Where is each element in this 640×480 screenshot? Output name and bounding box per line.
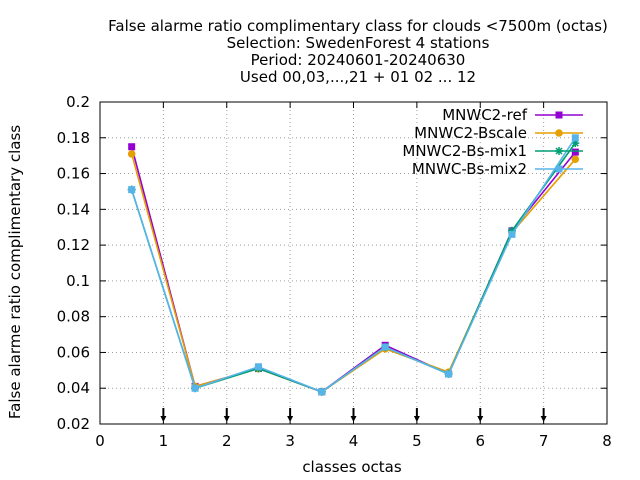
x-tick-label: 5 — [412, 432, 422, 450]
data-point — [445, 370, 453, 378]
grid — [100, 102, 607, 424]
x-tick-label: 1 — [159, 432, 169, 450]
data-point — [254, 363, 262, 371]
legend-item: MNWC-Bs-mix2 — [412, 160, 583, 178]
x-tick-label: 6 — [475, 432, 485, 450]
legend-label: MNWC2-Bs-mix1 — [402, 142, 527, 160]
data-point — [571, 155, 580, 164]
data-point — [318, 388, 326, 396]
legend-label: MNWC2-Bscale — [414, 124, 527, 142]
x-tick-label: 8 — [602, 432, 612, 450]
legend-item: MNWC2-Bs-mix1 — [402, 142, 583, 160]
y-tick-label: 0.1 — [66, 272, 90, 290]
legend: MNWC2-refMNWC2-BscaleMNWC2-Bs-mix1MNWC-B… — [402, 106, 583, 178]
legend-swatch-marker — [555, 129, 563, 137]
data-point — [571, 134, 579, 142]
x-tick-label: 7 — [539, 432, 549, 450]
y-tick-label: 0.16 — [57, 165, 90, 183]
data-point — [571, 139, 580, 148]
y-tick-label: 0.02 — [57, 415, 90, 433]
series-line — [130, 153, 576, 393]
y-tick-label: 0.2 — [66, 93, 90, 111]
x-tick-label: 4 — [349, 432, 359, 450]
y-tick-label: 0.06 — [57, 343, 90, 361]
chart-title: False alarme ratio complimentary class f… — [108, 17, 608, 86]
axis-ticks: 0.02 0.04 0.06 0.08 0.1 0.12 0.14 0.16 0.18 0.2 0 1… — [57, 93, 612, 450]
series-line — [130, 137, 576, 393]
data-point — [128, 186, 136, 194]
title-line-1: False alarme ratio complimentary class f… — [108, 17, 608, 35]
data-point — [191, 384, 199, 392]
legend-item: MNWC2-Bscale — [414, 124, 583, 142]
data-point — [128, 143, 136, 151]
y-tick-label: 0.04 — [57, 379, 90, 397]
data-point — [127, 150, 136, 158]
title-line-2: Selection: SwedenForest 4 stations — [227, 34, 490, 52]
legend-swatch-marker — [555, 111, 563, 119]
plot-series — [127, 134, 580, 396]
title-line-4: Used 00,03,...,21 + 01 02 ... 12 — [240, 68, 476, 86]
y-tick-label: 0.18 — [57, 129, 90, 147]
y-tick-label: 0.08 — [57, 308, 90, 326]
x-tick-label: 0 — [95, 432, 105, 450]
legend-label: MNWC2-ref — [442, 106, 527, 124]
data-point — [507, 226, 516, 235]
series-line — [130, 146, 576, 393]
x-axis-label: classes octas — [302, 458, 402, 476]
x-tick-label: 3 — [285, 432, 295, 450]
legend-swatch-marker — [555, 165, 563, 173]
y-tick-label: 0.12 — [57, 236, 90, 254]
legend-label: MNWC-Bs-mix2 — [412, 160, 527, 178]
data-point — [381, 343, 389, 351]
y-axis-label: False alarme ratio complimentary class — [6, 125, 24, 419]
legend-item: MNWC2-ref — [442, 106, 583, 124]
x-tick-label: 2 — [222, 432, 232, 450]
data-point — [508, 230, 516, 238]
series-MNWC-Bs-mix2 — [128, 134, 579, 396]
legend-swatch-marker — [555, 147, 563, 155]
data-point — [571, 148, 579, 156]
title-line-3: Period: 20240601-20240630 — [251, 51, 466, 69]
y-tick-label: 0.14 — [57, 200, 90, 218]
series-MNWC2-ref — [128, 143, 579, 396]
